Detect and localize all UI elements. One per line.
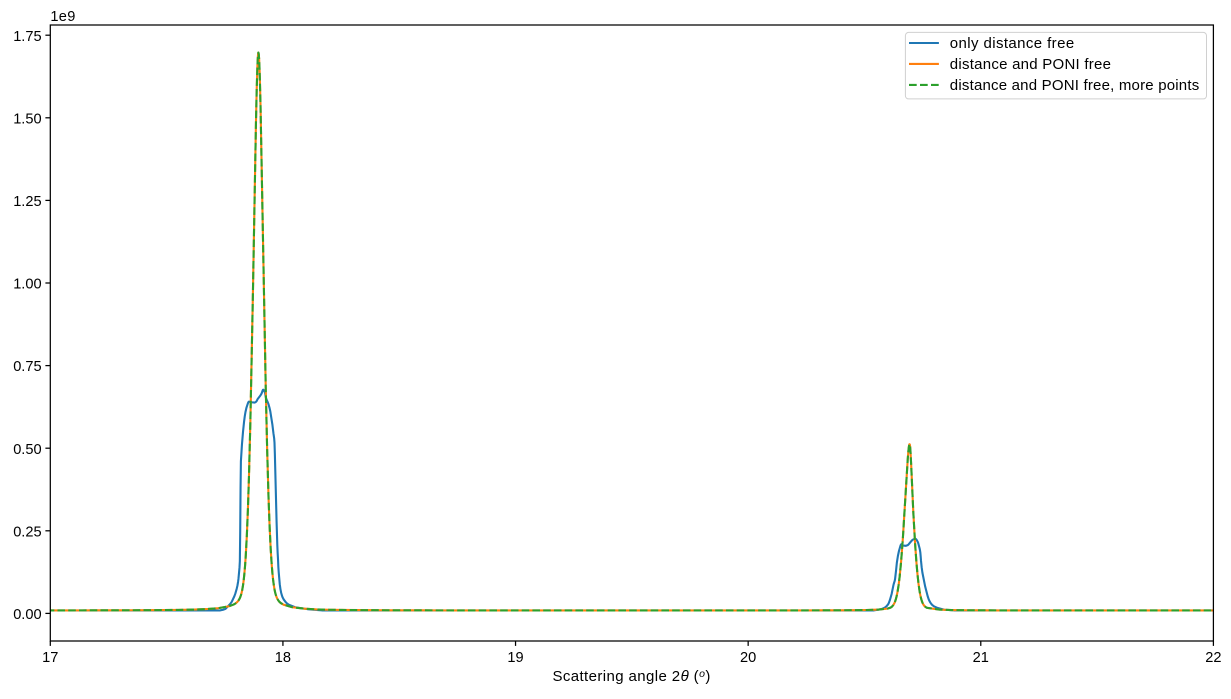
svg-text:1.50: 1.50 bbox=[13, 111, 41, 127]
svg-text:0.00: 0.00 bbox=[13, 607, 41, 623]
svg-text:21: 21 bbox=[973, 650, 989, 666]
svg-text:distance and PONI free, more p: distance and PONI free, more points bbox=[950, 77, 1200, 94]
svg-text:19: 19 bbox=[507, 650, 523, 666]
svg-text:Scattering angle 2θ (o): Scattering angle 2θ (o) bbox=[552, 668, 710, 685]
svg-text:0.75: 0.75 bbox=[13, 359, 41, 375]
svg-text:only distance free: only distance free bbox=[950, 35, 1075, 52]
svg-text:0.25: 0.25 bbox=[13, 524, 41, 540]
svg-text:1.25: 1.25 bbox=[13, 194, 41, 210]
svg-text:17: 17 bbox=[42, 650, 58, 666]
svg-text:1e9: 1e9 bbox=[50, 9, 75, 25]
svg-text:distance and PONI free: distance and PONI free bbox=[950, 56, 1111, 73]
svg-text:1.00: 1.00 bbox=[13, 277, 41, 293]
svg-text:0.50: 0.50 bbox=[13, 442, 41, 458]
svg-text:22: 22 bbox=[1205, 650, 1221, 666]
svg-text:18: 18 bbox=[275, 650, 291, 666]
svg-text:20: 20 bbox=[740, 650, 756, 666]
svg-text:1.75: 1.75 bbox=[13, 29, 41, 45]
